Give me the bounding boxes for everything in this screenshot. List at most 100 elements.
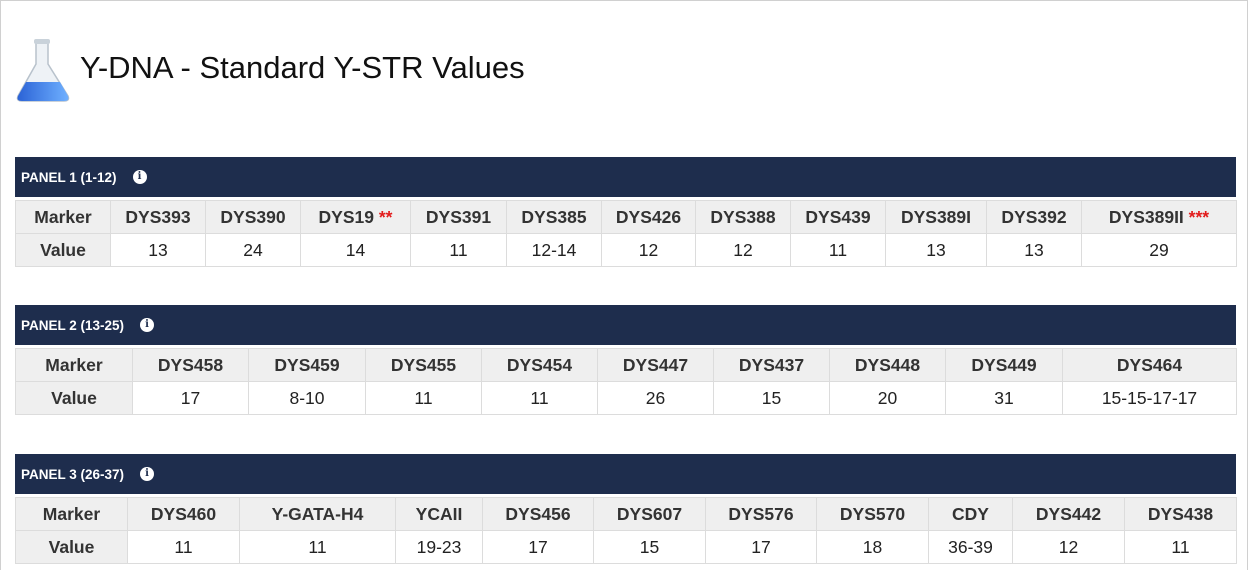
marker-cell: DYS438 (1124, 497, 1237, 531)
value-cell: 17 (482, 530, 594, 564)
marker-name: DYS19 (318, 206, 374, 227)
panel: PANEL 2 (13-25) i Marker DYS458 DYS459 DYS455… (15, 305, 1237, 415)
value-cell: 13 (110, 233, 206, 267)
marker-cell: DYS437 (713, 348, 830, 382)
value-cell: 19-23 (395, 530, 483, 564)
marker-name: DYS442 (1035, 503, 1102, 524)
marker-cell: DYS459 (248, 348, 366, 382)
marker-note: *** (1188, 206, 1210, 227)
flask-icon (16, 39, 70, 102)
marker-name: DYS458 (157, 354, 224, 375)
value-cell: 24 (205, 233, 301, 267)
value-cell: 12 (695, 233, 791, 267)
marker-cell: DYS439 (790, 200, 886, 234)
marker-cell: DYS460 (127, 497, 240, 531)
panel-header: PANEL 2 (13-25) i (15, 305, 1236, 345)
value-row: Value 13 24 14 11 12-14 12 12 11 13 13 29 (15, 233, 1237, 267)
marker-name: DYS390 (220, 206, 286, 227)
marker-cell: DYS454 (481, 348, 598, 382)
marker-cell: DYS570 (816, 497, 929, 531)
value-cell: 13 (986, 233, 1082, 267)
value-cell: 11 (410, 233, 507, 267)
marker-cell: CDY (928, 497, 1013, 531)
panel-title: PANEL 2 (13-25) (21, 317, 125, 333)
marker-cell: YCAII (395, 497, 483, 531)
row-label: Value (15, 381, 133, 415)
marker-table: Marker DYS460 Y-GATA-H4 YCAII DYS456 DYS607 DY… (15, 497, 1237, 564)
marker-cell: DYS393 (110, 200, 206, 234)
info-icon[interactable]: i (140, 318, 155, 332)
marker-name: DYS459 (274, 354, 340, 375)
marker-cell: DYS447 (597, 348, 714, 382)
value-cell: 14 (300, 233, 411, 267)
marker-cell: DYS458 (132, 348, 249, 382)
value-cell: 15 (713, 381, 830, 415)
marker-row: Marker DYS393 DYS390 DYS19 ** DYS391 DYS385 DY… (15, 200, 1237, 234)
marker-name: DYS393 (125, 206, 191, 227)
value-cell: 11 (239, 530, 396, 564)
marker-cell: DYS390 (205, 200, 301, 234)
marker-cell: DYS389II *** (1081, 200, 1237, 234)
marker-name: DYS426 (615, 206, 682, 227)
marker-cell: DYS19 ** (300, 200, 411, 234)
row-label: Marker (15, 200, 111, 234)
value-cell: 12-14 (506, 233, 602, 267)
value-cell: 17 (705, 530, 817, 564)
marker-name: DYS438 (1147, 503, 1214, 524)
panel: PANEL 1 (1-12) i Marker DYS393 DYS390 DYS19 *… (15, 157, 1237, 267)
marker-cell: DYS388 (695, 200, 791, 234)
marker-name: DYS464 (1116, 354, 1183, 375)
marker-name: DYS455 (390, 354, 457, 375)
panel-header: PANEL 3 (26-37) i (15, 454, 1236, 494)
marker-name: DYS447 (622, 354, 689, 375)
marker-cell: DYS391 (410, 200, 507, 234)
marker-table: Marker DYS458 DYS459 DYS455 DYS454 DYS447 DYS4… (15, 348, 1237, 415)
marker-note: ** (378, 206, 393, 227)
marker-name: DYS392 (1001, 206, 1067, 227)
value-cell: 11 (790, 233, 886, 267)
value-cell: 11 (365, 381, 482, 415)
marker-cell: DYS449 (945, 348, 1063, 382)
marker-cell: DYS607 (593, 497, 706, 531)
marker-name: CDY (952, 503, 989, 524)
value-cell: 13 (885, 233, 987, 267)
value-cell: 29 (1081, 233, 1237, 267)
marker-cell: DYS448 (829, 348, 946, 382)
panel-title: PANEL 3 (26-37) (21, 466, 125, 482)
marker-cell: Y-GATA-H4 (239, 497, 396, 531)
marker-cell: DYS455 (365, 348, 482, 382)
marker-name: DYS448 (854, 354, 921, 375)
marker-name: DYS449 (971, 354, 1037, 375)
value-row: Value 11 11 19-23 17 15 17 18 36-39 12 11 (15, 530, 1237, 564)
info-icon[interactable]: i (132, 170, 147, 184)
marker-name: DYS607 (616, 503, 683, 524)
value-cell: 20 (829, 381, 946, 415)
panel: PANEL 3 (26-37) i Marker DYS460 Y-GATA-H4 YCA… (15, 454, 1237, 564)
marker-name: DYS576 (728, 503, 794, 524)
marker-name: YCAII (415, 503, 463, 524)
marker-name: DYS454 (506, 354, 573, 375)
value-cell: 26 (597, 381, 714, 415)
value-cell: 11 (127, 530, 240, 564)
marker-name: DYS460 (150, 503, 217, 524)
marker-name: DYS388 (710, 206, 776, 227)
marker-cell: DYS385 (506, 200, 602, 234)
marker-name: DYS385 (521, 206, 587, 227)
marker-cell: DYS576 (705, 497, 817, 531)
marker-cell: DYS392 (986, 200, 1082, 234)
value-cell: 12 (1012, 530, 1125, 564)
marker-name: DYS389I (900, 206, 972, 227)
value-cell: 15-15-17-17 (1062, 381, 1237, 415)
value-cell: 11 (481, 381, 598, 415)
row-label: Value (15, 530, 128, 564)
row-label: Marker (15, 497, 128, 531)
row-label: Value (15, 233, 111, 267)
marker-name: Y-GATA-H4 (271, 503, 364, 524)
value-cell: 36-39 (928, 530, 1013, 564)
value-cell: 12 (601, 233, 696, 267)
marker-table: Marker DYS393 DYS390 DYS19 ** DYS391 DYS385 DY… (15, 200, 1237, 267)
value-cell: 17 (132, 381, 249, 415)
info-icon[interactable]: i (140, 467, 155, 481)
row-label: Marker (15, 348, 133, 382)
marker-cell: DYS426 (601, 200, 696, 234)
